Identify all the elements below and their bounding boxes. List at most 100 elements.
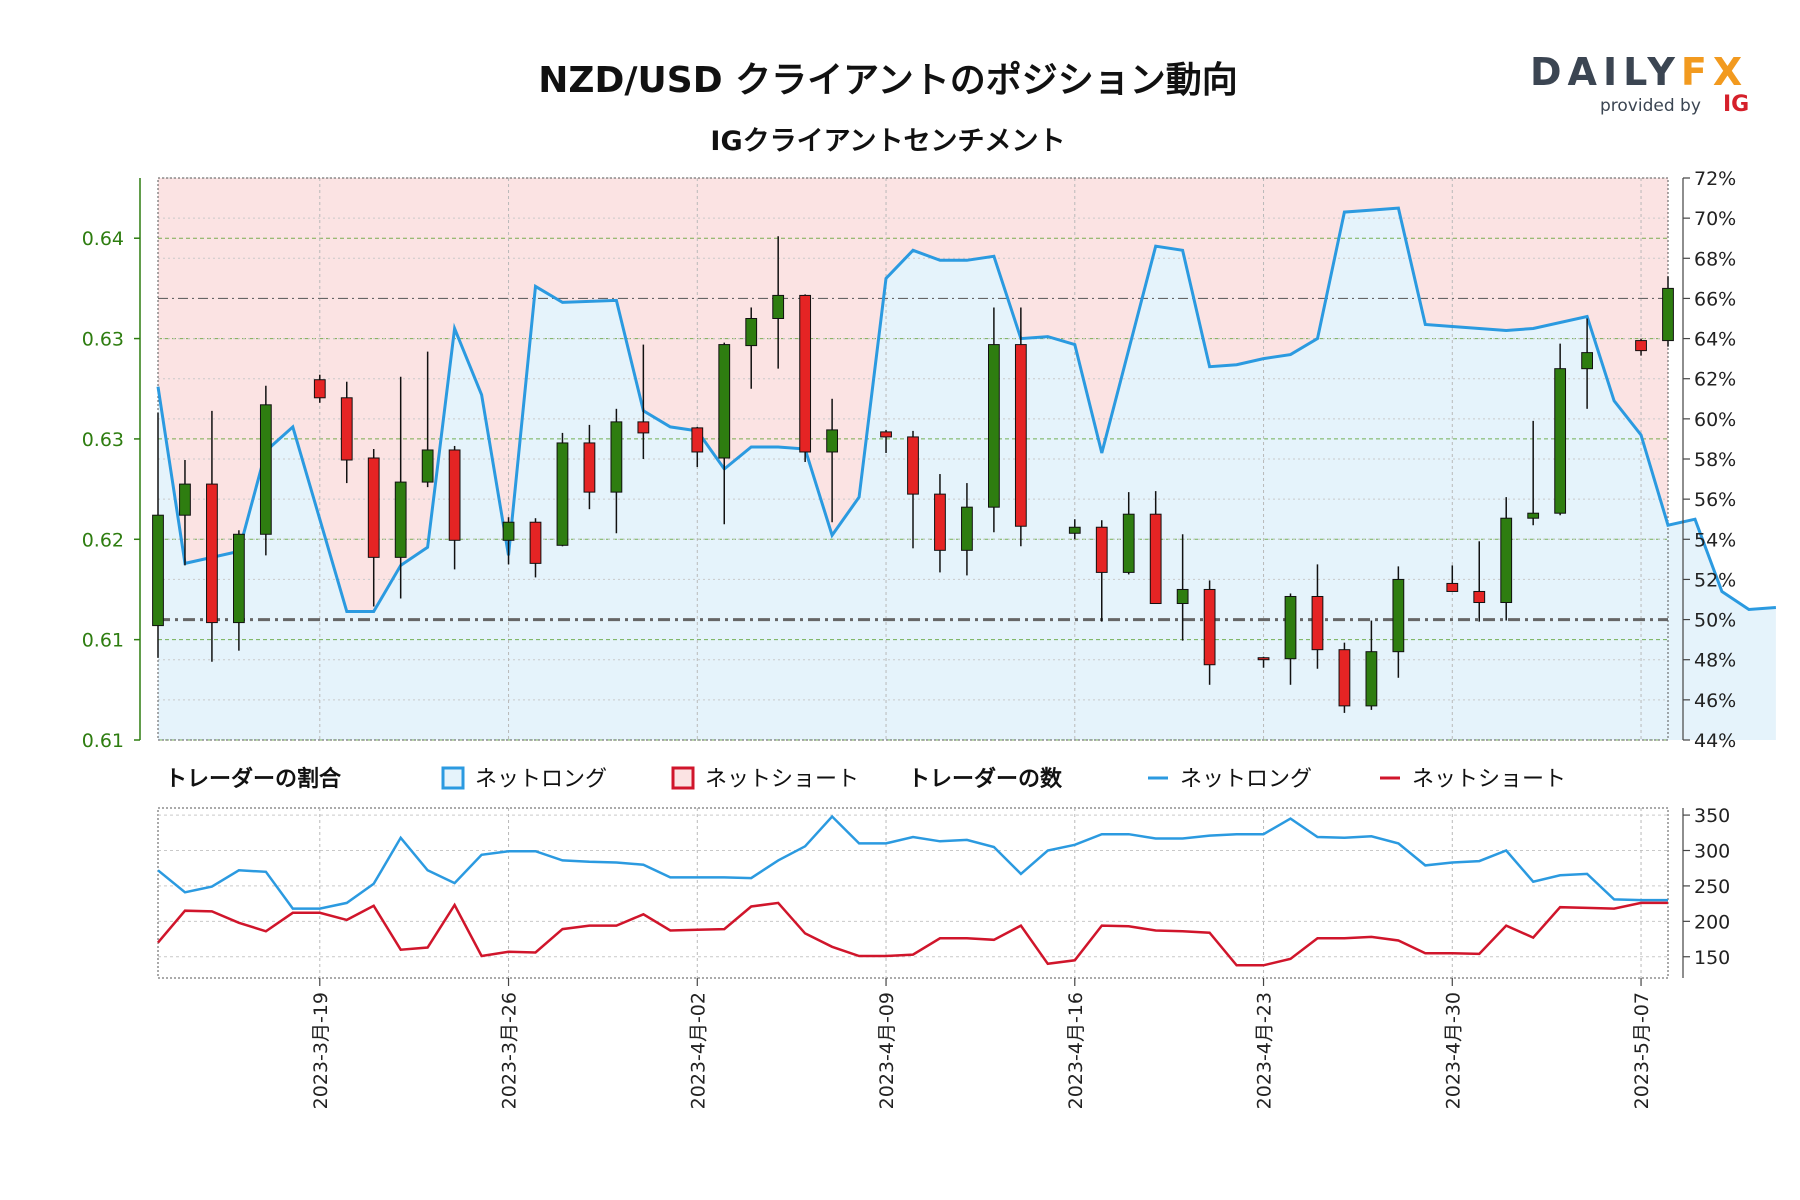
candle-up: [718, 344, 731, 459]
candle-down: [529, 521, 542, 564]
candle-up: [233, 533, 245, 624]
price-tick-label: 0.61: [82, 730, 124, 752]
pct-tick-label: 44%: [1694, 730, 1736, 752]
candle-up: [179, 483, 191, 516]
price-tick-label: 0.63: [82, 329, 124, 351]
chart-title: NZD/USD クライアントのポジション動向: [538, 59, 1237, 101]
candle-up: [1176, 588, 1189, 605]
pct-tick-label: 60%: [1694, 409, 1736, 431]
legend-count-long-label: ネットロング: [1180, 767, 1312, 792]
candle-up: [1500, 517, 1513, 604]
candle-up: [394, 481, 407, 558]
candle-up: [259, 404, 272, 535]
candle-up: [1662, 287, 1674, 342]
candle-down: [934, 493, 946, 551]
candle-down: [907, 436, 919, 495]
candle-down: [1203, 588, 1216, 666]
candle-down: [206, 483, 218, 624]
candle-up: [1284, 595, 1297, 660]
candle-down: [1338, 649, 1351, 707]
pct-tick-label: 70%: [1694, 208, 1736, 230]
date-tick-label: 2023-4月-23: [1254, 992, 1276, 1109]
traders-tick-label: 250: [1694, 876, 1730, 898]
candle-down: [799, 294, 812, 453]
price-tick-label: 0.63: [82, 429, 124, 451]
date-tick-label: 2023-3月-26: [499, 992, 521, 1109]
candle-down: [1095, 526, 1108, 573]
candle-down: [1635, 340, 1647, 352]
candle-down: [340, 397, 353, 461]
date-tick-label: 2023-4月-09: [876, 992, 898, 1109]
net-long-line: [156, 206, 1777, 613]
candle-down: [637, 421, 650, 434]
traders-short-line: [157, 901, 1668, 967]
candle-up: [421, 449, 434, 483]
legend-ratio-title: トレーダーの割合: [165, 766, 342, 792]
traders-panel: 150 200 250 300 350 2023-3月-19 2023-3月-26 2023-…: [157, 805, 1730, 1109]
dailyfx-logo: DAILYFX provided by IG: [1530, 50, 1750, 130]
date-tick-label: 2023-4月-16: [1065, 992, 1087, 1109]
candle-up: [1122, 513, 1135, 573]
pct-tick-label: 56%: [1694, 489, 1736, 511]
candle-up: [826, 429, 839, 453]
pct-tick-label: 62%: [1694, 369, 1736, 391]
price-tick-label: 0.62: [82, 529, 124, 551]
long-area: [158, 208, 1776, 741]
legend-count-title: トレーダーの数: [908, 766, 1063, 792]
candle-down: [313, 379, 326, 399]
candle-up: [1365, 651, 1378, 707]
candle-up: [1554, 368, 1567, 514]
candle-up: [610, 421, 623, 493]
candle-down: [367, 457, 380, 558]
candle-up: [152, 514, 164, 627]
pct-tick-label: 64%: [1694, 329, 1736, 351]
traders-tick-label: 150: [1694, 947, 1730, 969]
date-tick-label: 2023-5月-07: [1631, 992, 1653, 1109]
legend-ratio-short-swatch: [671, 766, 695, 790]
candle-down: [1446, 582, 1459, 592]
price-tick-label: 0.61: [82, 630, 124, 652]
pct-tick-label: 52%: [1694, 569, 1736, 591]
candle-down: [691, 427, 704, 453]
legend: トレーダーの割合 ネットロング ネットショート トレーダーの数 ネットロング ネ…: [165, 766, 1566, 792]
legend-count-short-label: ネットショート: [1412, 767, 1566, 792]
price-panel: 0.61 0.61 0.62 0.63 0.63 0.64 44% 46% 48% 50% 52% 5…: [82, 168, 1777, 752]
candle-down: [880, 431, 892, 438]
traders-long-line: [157, 814, 1668, 910]
date-tick-label: 2023-4月-02: [687, 992, 709, 1109]
pct-tick-label: 48%: [1694, 650, 1736, 672]
candle-up: [556, 442, 569, 546]
candle-up: [988, 344, 1000, 508]
date-tick-label: 2023-4月-30: [1442, 992, 1464, 1109]
candle-down: [1149, 513, 1162, 605]
candle-down: [1311, 595, 1324, 651]
pct-tick-label: 72%: [1694, 168, 1736, 190]
logo-fx: FX: [1680, 50, 1749, 94]
pct-tick-label: 66%: [1694, 288, 1736, 310]
date-tick-label: 2023-3月-19: [310, 992, 332, 1109]
candle-down: [1014, 344, 1027, 527]
candle-down: [583, 442, 596, 493]
pct-tick-label: 50%: [1694, 610, 1736, 632]
traders-tick-label: 200: [1694, 911, 1730, 933]
logo-provided-by: provided by: [1600, 96, 1701, 116]
candle-up: [1581, 352, 1593, 370]
pct-tick-label: 46%: [1694, 690, 1736, 712]
traders-tick-label: 300: [1694, 841, 1730, 863]
candle-down: [1257, 657, 1270, 661]
candle-up: [961, 506, 973, 551]
candle-down: [448, 449, 461, 541]
logo-ig: IG: [1723, 92, 1750, 117]
pct-tick-label: 68%: [1694, 248, 1736, 270]
legend-ratio-long-label: ネットロング: [475, 767, 607, 792]
pct-tick-label: 58%: [1694, 449, 1736, 471]
legend-ratio-long-swatch: [441, 766, 465, 790]
candle-up: [1527, 512, 1540, 519]
price-tick-label: 0.64: [82, 228, 124, 250]
traders-tick-label: 350: [1694, 805, 1730, 827]
candle-up: [1392, 578, 1405, 653]
logo-daily: DAILY: [1530, 50, 1681, 94]
candle-up: [1068, 526, 1081, 534]
candle-up: [502, 521, 515, 541]
